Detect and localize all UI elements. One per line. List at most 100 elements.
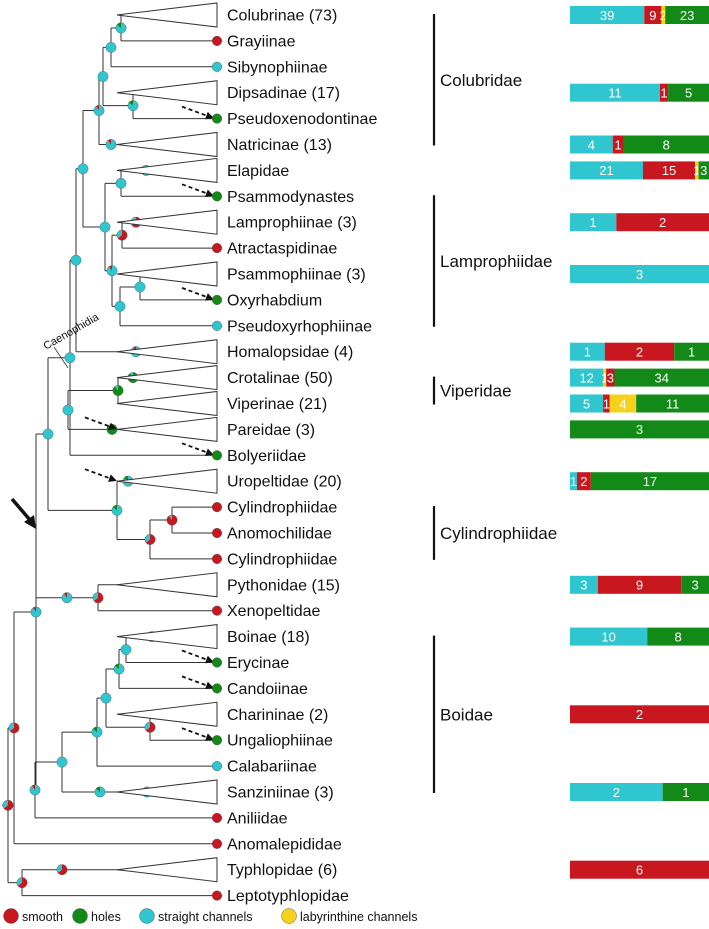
- legend-swatch-straight: [139, 908, 155, 924]
- ancestral-state-pie: [91, 726, 103, 738]
- bar-segment-straight: [570, 6, 645, 24]
- legend-swatch-holes: [72, 908, 88, 924]
- pie-outline: [97, 71, 109, 82]
- bar-count: 3: [636, 267, 643, 282]
- bar-segment-smooth: [642, 161, 696, 180]
- tip-dot-straight: [211, 761, 222, 772]
- pie-slice-smooth: [31, 784, 35, 790]
- taxon-label: Aniliidae: [227, 810, 288, 827]
- pie-slice-straight: [115, 178, 127, 189]
- bar-segment-smooth: [603, 394, 610, 413]
- taxon-label: Viperinae (21): [227, 396, 327, 413]
- ancestral-state-pie: [97, 71, 109, 82]
- pie-slice-straight: [61, 592, 73, 603]
- tip-dot-smooth: [211, 890, 222, 901]
- bar-count: 1: [614, 137, 621, 152]
- pie-slice-straight: [30, 606, 42, 618]
- pie-outline: [94, 786, 106, 798]
- transition-arrow: [181, 183, 214, 197]
- ancestral-state-pie: [30, 606, 42, 618]
- family-brackets: Colubridae Lamprophiidae Viperidae Cylindro…: [432, 14, 557, 793]
- bar-segment-straight: [570, 83, 660, 102]
- tip-dot-holes: [211, 683, 222, 694]
- pie-slice-smooth: [3, 800, 14, 811]
- legend-label: labyrinthine channels: [300, 910, 417, 924]
- pie-slice-smooth: [145, 722, 156, 733]
- caenophidia-pointer: [53, 346, 69, 369]
- bar-segment-holes: [570, 420, 709, 439]
- bar-count: 3: [700, 163, 707, 178]
- bar-count: 1: [660, 86, 667, 101]
- root-origin-arrow-head: [24, 515, 36, 529]
- bar-count: 9: [636, 578, 643, 593]
- pie-slice-smooth: [107, 139, 111, 145]
- ancestral-state-pie: [113, 663, 125, 675]
- tip-markers: [116, 2, 222, 901]
- bar-count: 2: [613, 785, 620, 800]
- taxon-label: Cylindrophiidae: [227, 551, 337, 568]
- bar-count: 23: [680, 8, 694, 23]
- pie-outline: [115, 177, 127, 189]
- ancestral-state-pie: [42, 428, 54, 440]
- transition-arrow: [84, 468, 117, 482]
- clade-triangle: [116, 416, 218, 442]
- tip-dot-smooth: [211, 35, 222, 46]
- ancestral-state-pie: [64, 352, 76, 364]
- pie-slice-smooth: [63, 592, 67, 598]
- pie-slice-straight: [62, 404, 74, 416]
- pie-slice-straight: [91, 726, 103, 738]
- bar-segment-straight: [570, 265, 709, 283]
- taxon-label: Pythonidae (15): [227, 577, 340, 594]
- ancestral-state-pie: [120, 644, 132, 655]
- bar-segment-smooth: [616, 213, 709, 232]
- ancestral-state-pie: [8, 722, 20, 734]
- legend-label: holes: [91, 910, 121, 924]
- tip-dot-smooth: [211, 528, 222, 539]
- bar-segment-smooth: [606, 368, 615, 387]
- pie-outline: [56, 864, 68, 876]
- ancestral-state-pie: [56, 864, 68, 876]
- clade-triangle: [116, 157, 218, 183]
- state-count-bar: 3: [570, 265, 709, 283]
- pie-outline: [91, 726, 103, 738]
- pie-slice-straight: [56, 756, 68, 768]
- bar-count: 2: [580, 474, 587, 489]
- pie-slice-straight: [105, 42, 117, 53]
- tip-dot-smooth: [211, 502, 222, 513]
- clade-triangle: [116, 2, 218, 28]
- bar-count: 34: [655, 370, 669, 385]
- taxon-label: Xenopeltidae: [227, 603, 321, 620]
- pie-outline: [144, 534, 156, 545]
- bar-count: 1: [601, 370, 608, 385]
- pie-outline: [115, 22, 127, 34]
- bar-count: 6: [636, 863, 643, 878]
- ancestral-state-pie: [115, 22, 127, 34]
- bar-count: 11: [608, 86, 622, 101]
- tip-dot-straight: [211, 320, 222, 331]
- pie-outline: [16, 877, 28, 889]
- bar-segment-labyrinthine: [661, 6, 666, 24]
- transition-arrow: [84, 416, 117, 431]
- pie-slice-smooth: [95, 105, 99, 111]
- bar-count: 4: [619, 396, 626, 411]
- bar-segment-labyrinthine: [609, 394, 637, 413]
- state-count-bar: 10 8: [570, 627, 709, 646]
- pie-slice-straight: [99, 221, 111, 233]
- bar-segment-holes: [674, 342, 709, 361]
- taxon-label: Cylindrophiidae: [227, 500, 337, 517]
- taxon-label: Homalopsidae (4): [227, 344, 353, 361]
- ancestral-state-pie: [112, 385, 124, 396]
- clade-triangle: [116, 131, 218, 158]
- clade-triangle: [116, 624, 218, 650]
- family-label: Viperidae: [440, 382, 512, 401]
- transition-arrow: [181, 442, 214, 456]
- pie-outline: [56, 756, 68, 768]
- pie-slice-smooth: [17, 877, 28, 888]
- state-count-bar: 5 1 4 11: [570, 394, 709, 413]
- state-count-bar: 3 9 3: [570, 575, 709, 594]
- pie-outline: [105, 41, 117, 53]
- state-count-bar: 3: [570, 420, 709, 439]
- pie-slice-smooth: [166, 514, 178, 526]
- pie-outline: [111, 504, 123, 516]
- ancestral-state-pie: [94, 786, 106, 798]
